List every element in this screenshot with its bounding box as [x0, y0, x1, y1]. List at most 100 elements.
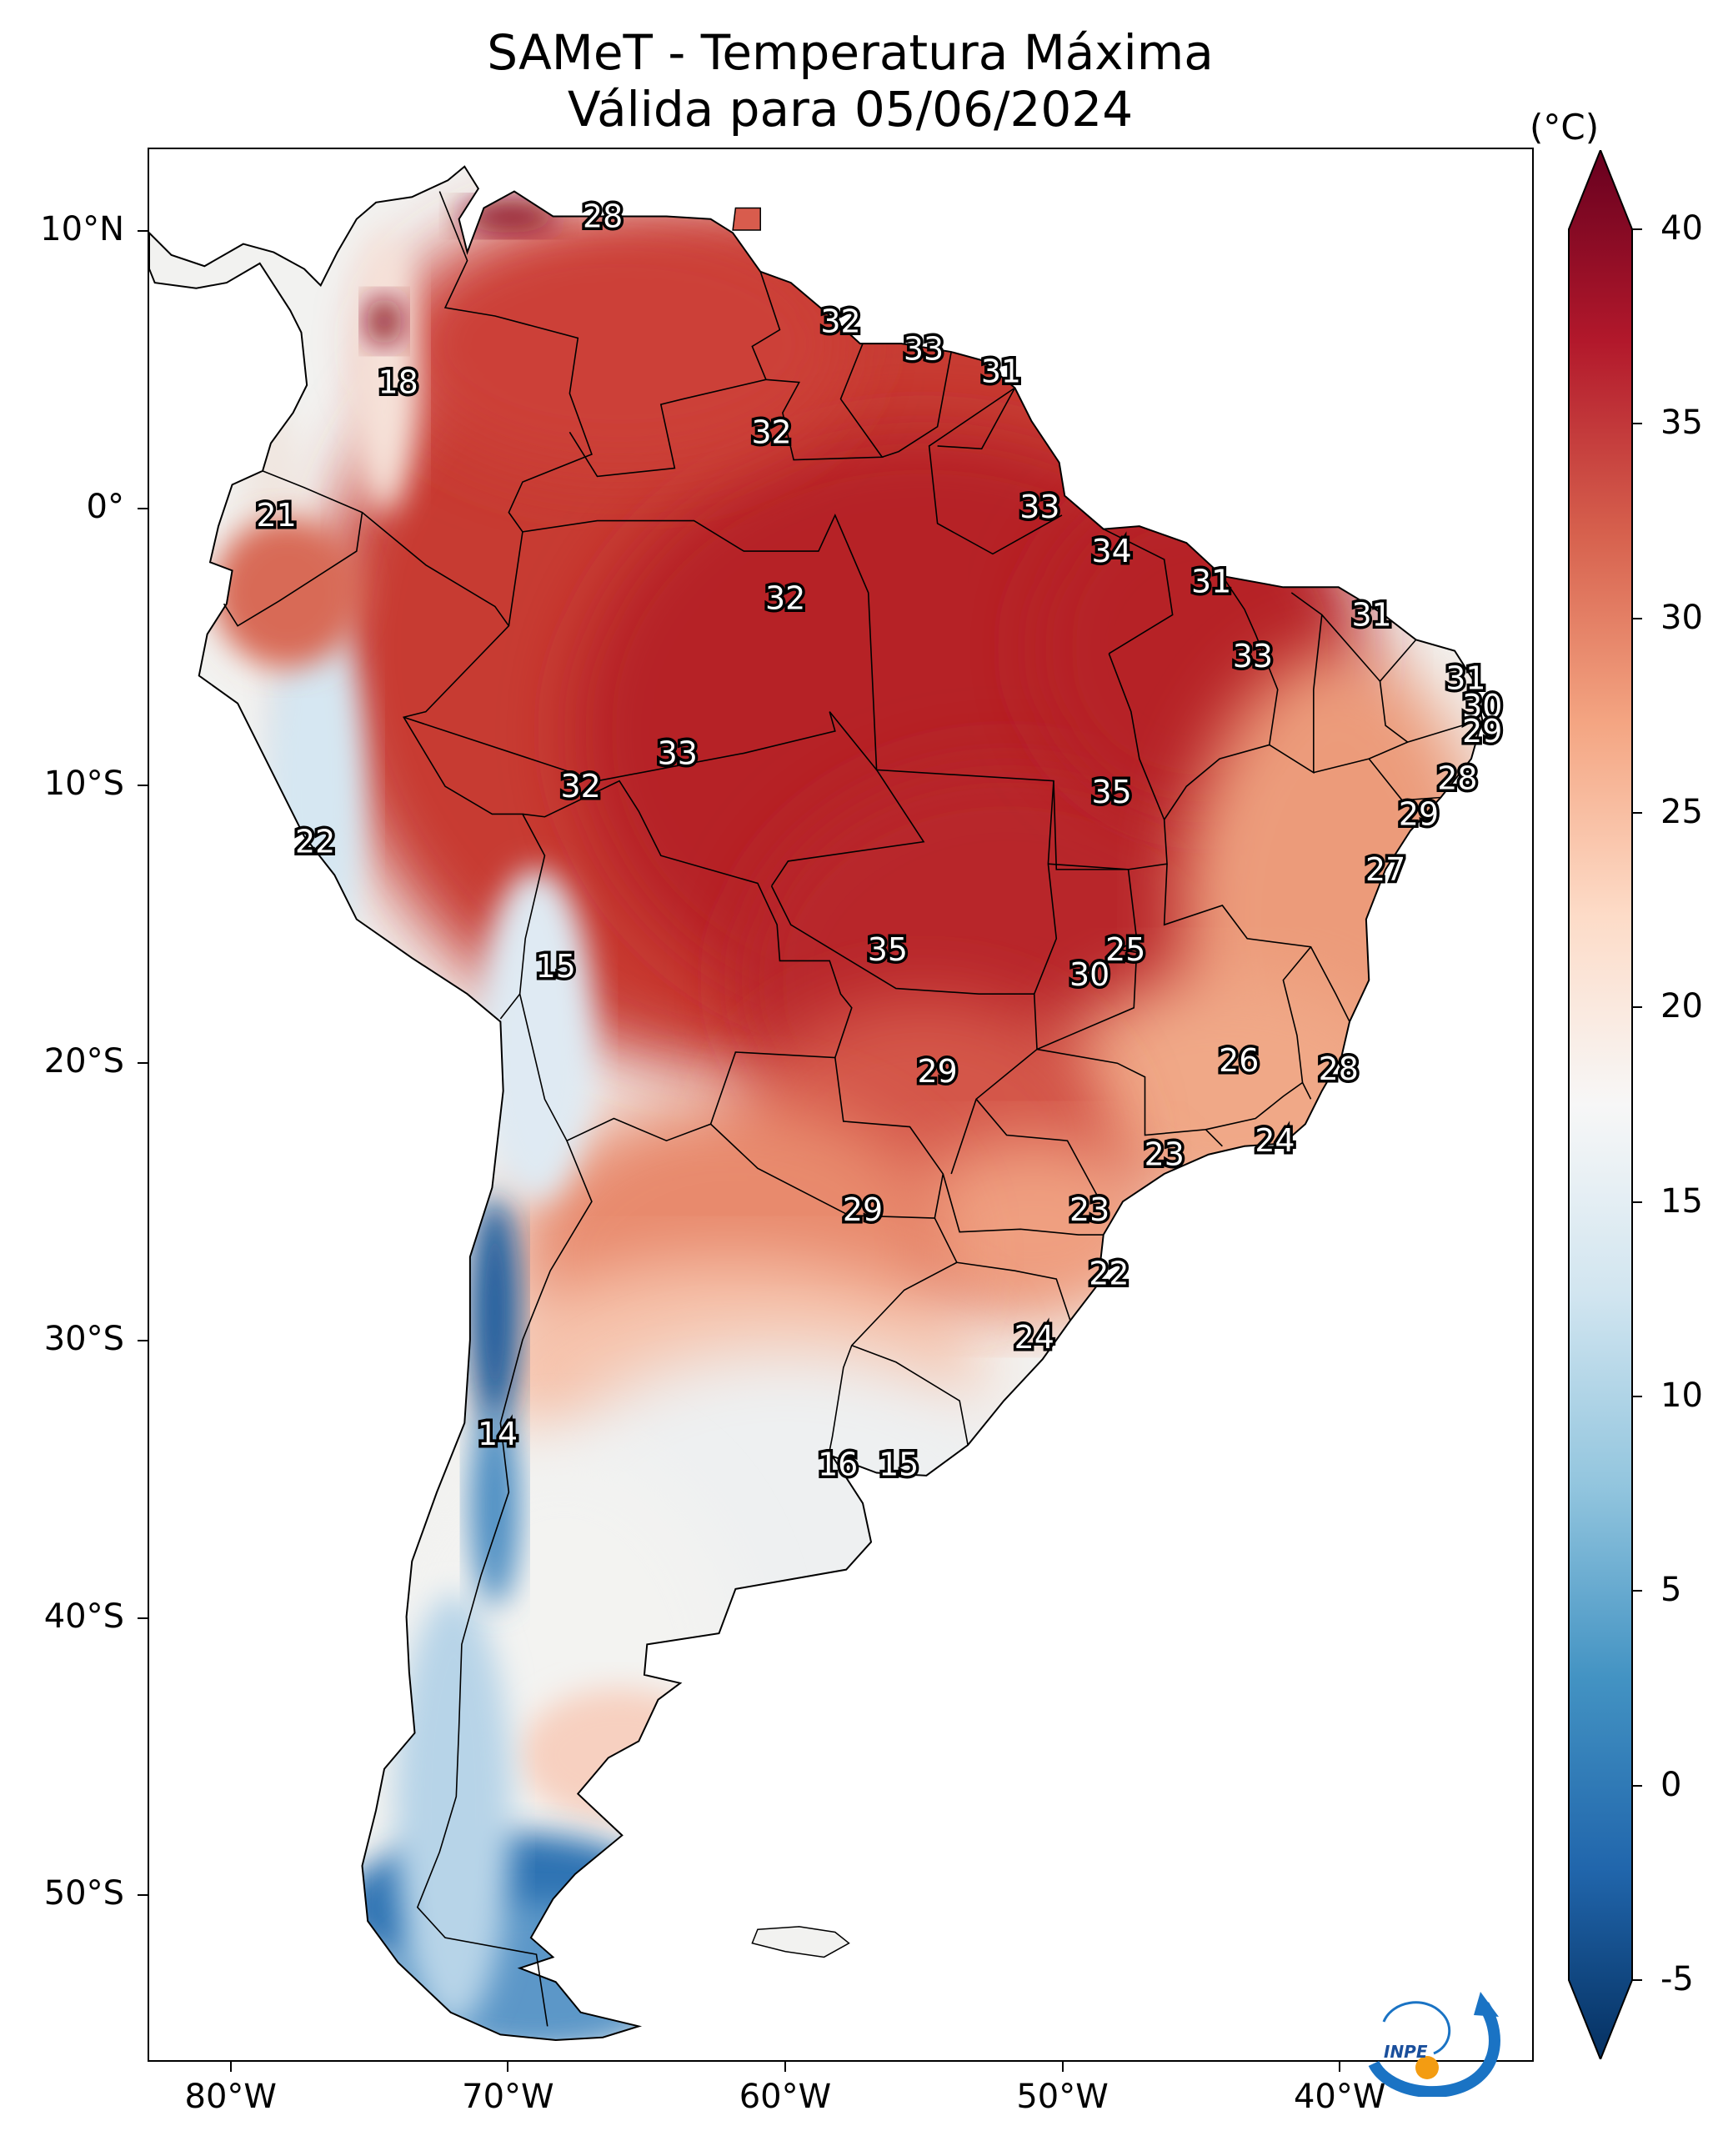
- border-line: [1053, 653, 1168, 870]
- border-line: [223, 470, 363, 627]
- colorbar-tick: [1632, 1396, 1642, 1397]
- temperature-label: 33: [904, 331, 944, 368]
- temperature-label: 32: [765, 579, 805, 616]
- temperature-label: 29: [1399, 795, 1439, 832]
- colorbar: [1568, 150, 1633, 2059]
- border-line: [1282, 946, 1312, 1100]
- colorbar-tick-label: -5: [1660, 1960, 1694, 1998]
- x-tick-label: 60°W: [739, 2078, 832, 2116]
- border-line: [1164, 575, 1279, 820]
- border-line: [438, 191, 593, 626]
- border-line: [416, 1140, 593, 2027]
- colorbar-tick: [1632, 1590, 1642, 1592]
- temperature-label: 14: [478, 1416, 518, 1452]
- temperature-label: 23: [1144, 1136, 1185, 1173]
- temperature-label: 34: [1092, 533, 1132, 569]
- colorbar-tick-label: 40: [1660, 209, 1703, 248]
- temperature-label: 27: [1365, 851, 1405, 888]
- colorbar-tick-label: 20: [1660, 987, 1703, 1026]
- temperature-label: 24: [1255, 1122, 1295, 1159]
- temperature-label: 28: [1319, 1050, 1359, 1087]
- chart-title: SAMeT - Temperatura Máxima: [487, 24, 1214, 81]
- temperature-label: 29: [918, 1053, 958, 1090]
- border-line: [1036, 1048, 1223, 1147]
- island: [751, 1926, 850, 1958]
- map-panel[interactable]: 28 18 21 22 15 14 32 33 31 32 33 34 31 31 33 31 30 29 32 33…: [148, 148, 1534, 2062]
- border-line: [522, 513, 1058, 995]
- x-tick: [784, 2062, 786, 2072]
- colorbar-tick: [1632, 617, 1642, 619]
- border-line: [1103, 528, 1174, 654]
- y-tick: [138, 1339, 148, 1341]
- temperature-label: 32: [751, 414, 791, 450]
- colorbar-tick-label: 30: [1660, 598, 1703, 637]
- temperature-label: 29: [1462, 713, 1502, 750]
- colorbar-tick: [1632, 228, 1642, 230]
- colorbar-tick: [1632, 1201, 1642, 1203]
- colorbar-tick: [1632, 423, 1642, 425]
- temperature-label: 21: [257, 497, 297, 534]
- x-tick: [1339, 2062, 1341, 2072]
- temperature-label: 15: [879, 1447, 919, 1483]
- border-line: [1269, 592, 1323, 775]
- border-line: [770, 769, 925, 887]
- border-line: [928, 387, 1063, 555]
- y-tick-label: 40°S: [43, 1597, 124, 1636]
- x-tick-label: 50°W: [1016, 2078, 1109, 2116]
- temperature-label: 25: [1105, 931, 1145, 968]
- chart-subtitle: Válida para 05/06/2024: [567, 81, 1134, 138]
- y-tick: [138, 1617, 148, 1619]
- temperature-label: 29: [843, 1191, 883, 1228]
- temperature-label: 31: [1351, 596, 1391, 633]
- border-line: [770, 885, 1038, 1175]
- colorbar-tick-label: 10: [1660, 1376, 1703, 1415]
- border-line: [851, 1345, 969, 1446]
- y-tick-label: 10°S: [43, 765, 124, 804]
- temperature-label: 16: [818, 1447, 858, 1483]
- border-line: [403, 711, 878, 782]
- temperature-label: 31: [1445, 660, 1485, 697]
- x-tick-label: 70°W: [462, 2078, 554, 2116]
- temperature-label: 26: [1219, 1042, 1259, 1079]
- temperature-label: 23: [1069, 1191, 1109, 1228]
- border-line: [937, 387, 1016, 450]
- y-tick: [138, 229, 148, 232]
- border-line: [710, 1057, 944, 1219]
- border-line: [518, 780, 853, 1142]
- temperature-label: 24: [1014, 1319, 1054, 1356]
- border-line: [975, 1098, 1104, 1208]
- x-tick-label: 40°W: [1293, 2078, 1386, 2116]
- temperature-label: 35: [1092, 774, 1132, 810]
- temperature-label: 33: [1233, 638, 1273, 674]
- colorbar-tick-label: 25: [1660, 793, 1703, 831]
- inpe-logo: INPE: [1368, 1992, 1500, 2097]
- colorbar-tick: [1632, 1784, 1642, 1787]
- y-tick: [138, 785, 148, 787]
- temperature-label: 28: [1437, 760, 1477, 796]
- temperature-label: 31: [981, 353, 1021, 389]
- colorbar-tick-label: 5: [1660, 1571, 1682, 1610]
- temperature-label: 35: [868, 931, 908, 968]
- temperature-labels: 2818212215143233313233343131333130293233…: [253, 195, 1505, 1486]
- y-tick: [138, 1062, 148, 1065]
- border-line: [1036, 863, 1138, 1050]
- border-line: [1368, 758, 1441, 801]
- colorbar-tick-label: 35: [1660, 404, 1703, 443]
- border-line: [942, 1173, 1104, 1236]
- colorbar-tick: [1632, 1006, 1642, 1009]
- x-tick: [1061, 2062, 1064, 2072]
- x-tick: [229, 2062, 232, 2072]
- temperature-label: 18: [378, 364, 418, 401]
- temperature-label: 15: [536, 948, 576, 985]
- border-line: [1379, 681, 1472, 744]
- border-line: [1205, 1081, 1304, 1131]
- political-borders: [223, 191, 1472, 2027]
- temperature-label: 28: [583, 198, 623, 234]
- island: [732, 207, 761, 231]
- colorbar-tick-label: 0: [1660, 1765, 1682, 1804]
- y-tick-label: 20°S: [43, 1042, 124, 1081]
- y-tick: [138, 1894, 148, 1897]
- islands: [732, 207, 850, 1958]
- border-line: [1163, 864, 1350, 1022]
- temperature-label: 30: [1069, 956, 1109, 993]
